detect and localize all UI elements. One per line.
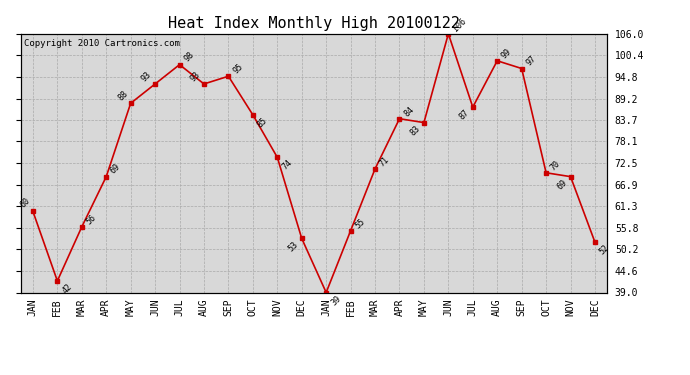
Text: 88: 88 bbox=[117, 89, 130, 102]
Text: 71: 71 bbox=[378, 155, 391, 168]
Title: Heat Index Monthly High 20100122: Heat Index Monthly High 20100122 bbox=[168, 16, 460, 31]
Text: 39: 39 bbox=[329, 294, 342, 307]
Text: 85: 85 bbox=[255, 116, 269, 129]
Text: 69: 69 bbox=[555, 178, 569, 191]
Text: Copyright 2010 Cartronics.com: Copyright 2010 Cartronics.com bbox=[23, 39, 179, 48]
Text: 55: 55 bbox=[353, 216, 367, 230]
Text: 53: 53 bbox=[286, 240, 300, 253]
Text: 93: 93 bbox=[140, 70, 153, 83]
Text: 84: 84 bbox=[402, 105, 415, 118]
Text: 60: 60 bbox=[19, 196, 32, 209]
Text: 69: 69 bbox=[109, 162, 122, 176]
Text: 95: 95 bbox=[231, 62, 245, 75]
Text: 70: 70 bbox=[549, 159, 562, 172]
Text: 99: 99 bbox=[500, 46, 513, 60]
Text: 83: 83 bbox=[408, 124, 422, 137]
Text: 106: 106 bbox=[451, 16, 468, 33]
Text: 87: 87 bbox=[457, 108, 471, 122]
Text: 52: 52 bbox=[598, 243, 611, 257]
Text: 93: 93 bbox=[188, 70, 202, 83]
Text: 42: 42 bbox=[60, 282, 74, 296]
Text: 56: 56 bbox=[85, 213, 98, 226]
Text: 74: 74 bbox=[280, 158, 293, 172]
Text: 98: 98 bbox=[182, 50, 196, 64]
Text: 97: 97 bbox=[524, 54, 538, 68]
